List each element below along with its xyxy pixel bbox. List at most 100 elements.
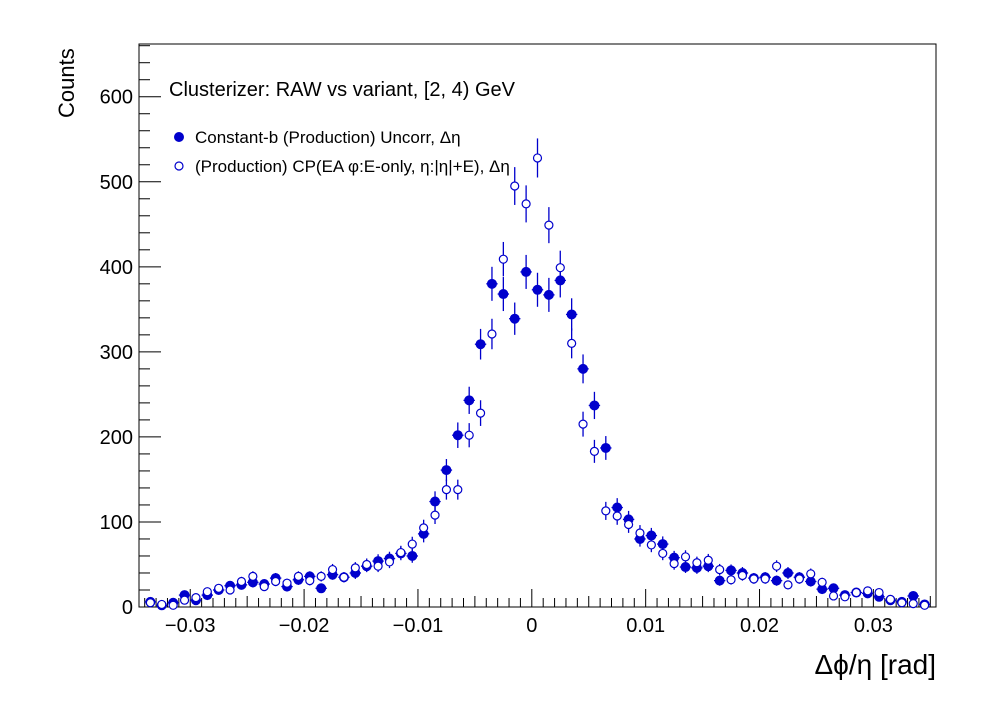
x-tick-label: −0.01	[393, 615, 444, 637]
x-tick-label: 0.02	[740, 615, 779, 637]
data-point-open	[350, 563, 360, 573]
data-point-open	[179, 595, 190, 605]
data-point-filled	[452, 430, 463, 441]
data-point-open	[271, 576, 281, 587]
data-point-open	[407, 539, 417, 549]
data-point-open	[521, 199, 531, 209]
y-tick-label: 600	[100, 87, 133, 109]
legend-label-series-0: Constant-b (Production) Uncorr, Δη	[195, 128, 461, 147]
data-point-filled	[680, 562, 691, 573]
data-point-open	[601, 506, 611, 516]
data-point-open	[646, 540, 656, 550]
legend-entry-series-1: (Production) CP(EA φ:E-only, η:|η|+E), Δ…	[174, 157, 510, 176]
data-point-open	[908, 598, 918, 609]
data-point-open	[726, 575, 736, 585]
data-point-open	[806, 569, 816, 579]
y-axis-ticks: 0 100 200 300 400 500 600	[100, 45, 161, 619]
data-point-open	[487, 329, 497, 339]
data-point-open	[851, 587, 861, 598]
data-point-open	[783, 580, 793, 590]
data-point-open	[555, 263, 565, 273]
data-point-open	[737, 570, 748, 581]
data-point-open	[282, 578, 292, 588]
data-point-open	[214, 583, 224, 593]
data-point-open	[612, 511, 622, 521]
x-tick-label: 0.03	[854, 615, 893, 637]
data-point-open	[327, 564, 338, 575]
data-point-open	[589, 446, 600, 456]
data-point-open	[680, 552, 691, 562]
data-point-open	[635, 528, 645, 538]
data-point-filled	[589, 400, 600, 411]
data-point-open	[316, 571, 326, 581]
data-point-open	[259, 581, 269, 592]
data-point-open	[794, 574, 804, 584]
chart-title: Clusterizer: RAW vs variant, [2, 4) GeV	[169, 79, 516, 101]
data-point-filled	[475, 339, 486, 350]
legend-marker-filled	[174, 132, 184, 142]
data-point-open	[191, 593, 201, 603]
data-point-filled	[316, 583, 327, 594]
y-tick-label: 100	[100, 512, 133, 534]
data-point-filled	[464, 395, 475, 406]
data-point-open	[441, 485, 452, 495]
data-point-open	[874, 587, 884, 598]
data-point-open	[544, 220, 554, 230]
data-point-open	[419, 523, 429, 533]
data-point-filled	[521, 266, 532, 277]
y-tick-label: 0	[122, 597, 133, 619]
data-point-open	[623, 519, 634, 530]
y-tick-label: 200	[100, 427, 133, 449]
data-point-open	[305, 576, 315, 586]
y-tick-label: 400	[100, 257, 133, 279]
data-point-open	[464, 430, 474, 440]
y-axis-label: Counts	[54, 48, 79, 118]
data-point-filled	[566, 309, 577, 320]
data-point-filled	[486, 278, 497, 289]
data-point-filled	[509, 313, 520, 324]
data-point-filled	[600, 442, 611, 453]
data-point-filled	[498, 289, 509, 300]
data-point-filled	[543, 289, 554, 300]
data-point-open	[396, 547, 406, 558]
data-point-filled	[441, 465, 452, 476]
data-point-open	[567, 338, 577, 348]
y-tick-label: 300	[100, 342, 133, 364]
data-point-open	[771, 561, 782, 571]
data-point-open	[453, 485, 463, 495]
legend-marker-open	[174, 161, 184, 171]
data-point-open	[498, 254, 508, 264]
data-point-open	[339, 572, 349, 582]
data-point-open	[669, 559, 679, 569]
legend: Constant-b (Production) Uncorr, Δη (Prod…	[174, 128, 510, 176]
legend-entry-series-0: Constant-b (Production) Uncorr, Δη	[174, 128, 461, 147]
data-point-filled	[407, 550, 418, 561]
data-point-open	[658, 548, 668, 559]
data-point-filled	[430, 496, 441, 507]
series-1	[145, 138, 930, 610]
data-point-open	[157, 599, 167, 610]
data-point-filled	[726, 565, 737, 576]
x-axis-ticks: −0.03 −0.02 −0.01 0 0.01 0.02 0.03	[144, 589, 931, 637]
data-point-open	[145, 598, 155, 608]
data-point-open	[897, 598, 907, 608]
data-point-open	[703, 555, 713, 565]
data-point-open	[885, 594, 896, 604]
data-point-open	[749, 574, 759, 584]
data-point-open	[532, 153, 543, 163]
data-point-filled	[532, 284, 543, 295]
x-tick-label: −0.03	[165, 615, 216, 637]
x-tick-label: 0	[526, 615, 537, 637]
data-point-open	[202, 587, 212, 597]
data-point-open	[578, 419, 588, 429]
data-point-open	[817, 577, 827, 587]
data-point-open	[373, 561, 383, 571]
data-point-open	[920, 600, 930, 610]
data-point-open	[168, 600, 178, 610]
data-point-open	[248, 571, 258, 581]
x-tick-label: −0.02	[279, 615, 330, 637]
plot-frame	[138, 43, 937, 608]
series-0	[144, 254, 931, 611]
